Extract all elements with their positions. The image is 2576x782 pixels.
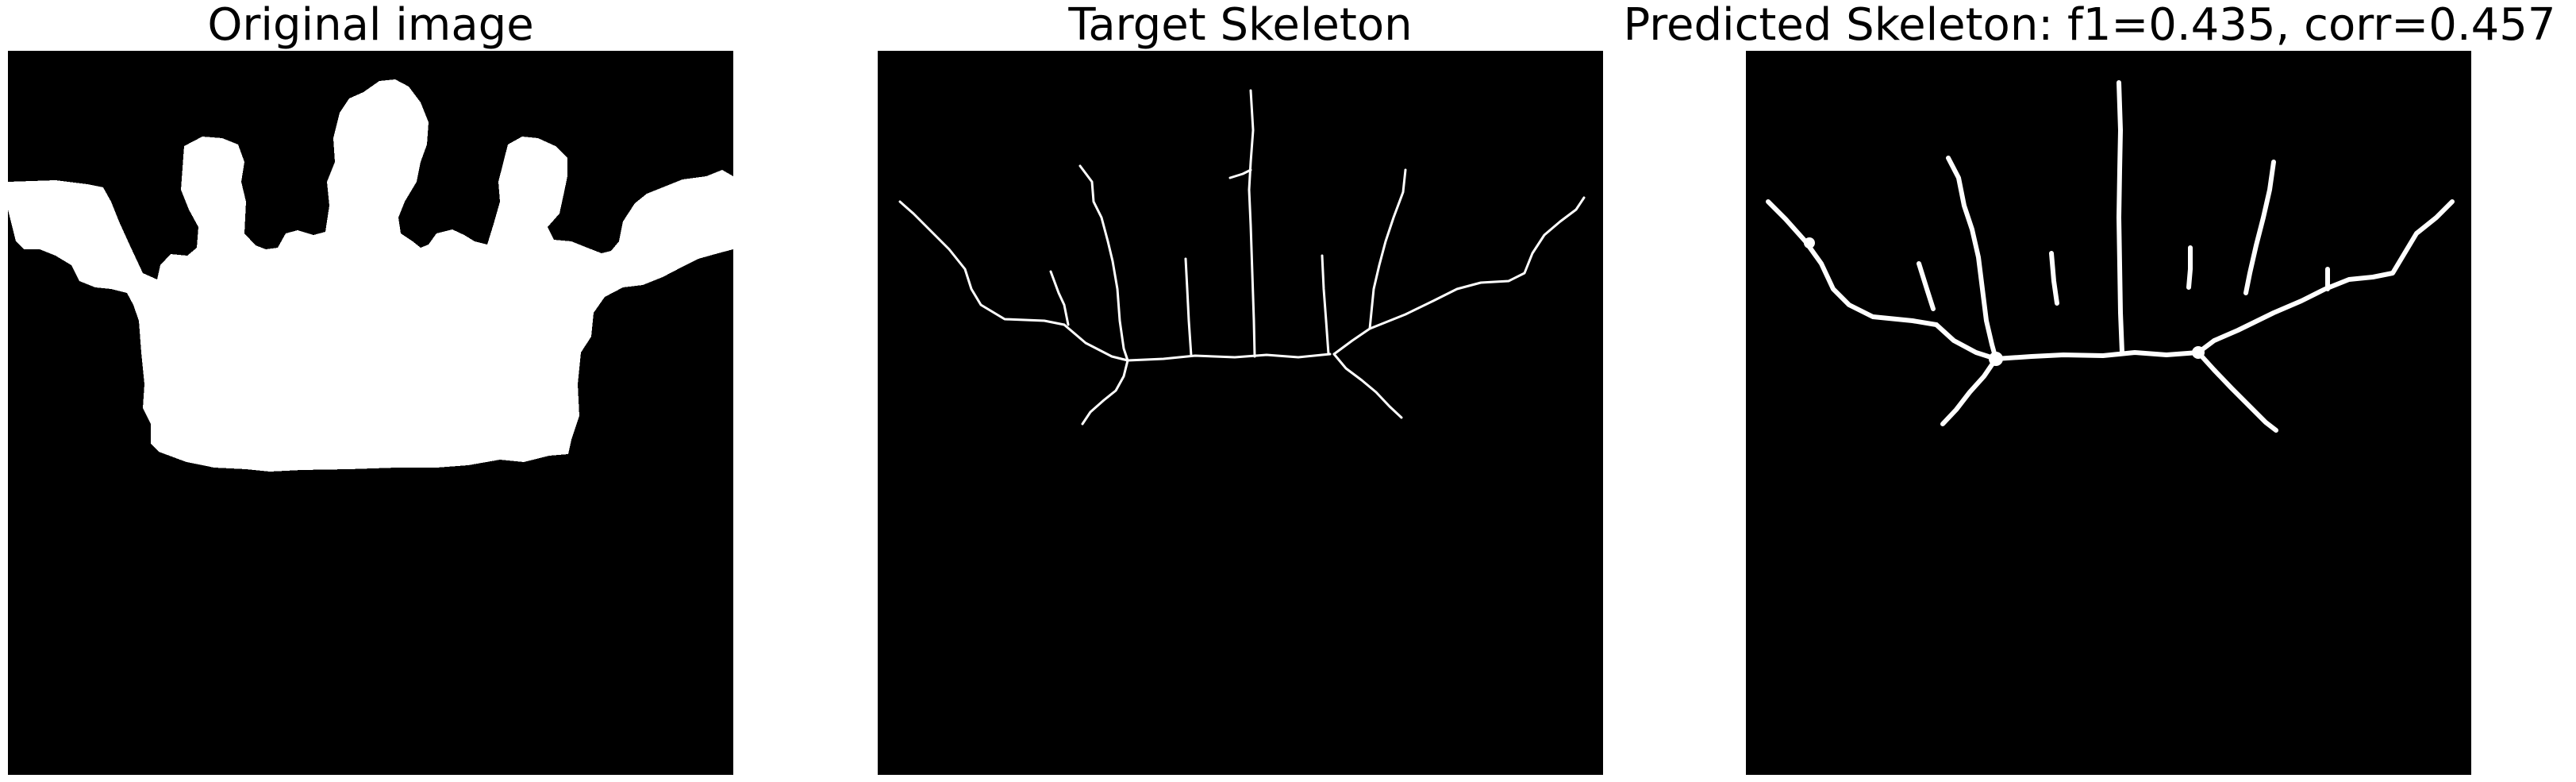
predicted-left-inner-branch (1946, 156, 1998, 361)
predicted-right-inner-branch (2243, 160, 2276, 295)
original-image-panel (8, 51, 733, 775)
target-skeleton-image (878, 51, 1603, 775)
skeleton-center-right-branch (1321, 254, 1330, 356)
predicted-right-lower-branch (2196, 350, 2278, 433)
crown-silhouette (8, 79, 733, 472)
skeleton-left-spur (1049, 270, 1070, 326)
skeleton-left-inner-branch (1078, 164, 1129, 362)
predicted-center-left-fragment (2049, 251, 2059, 306)
predicted-center-right-fragment (2186, 245, 2193, 290)
predicted-right-outer-branch (2196, 199, 2455, 355)
predicted-base-branch (1994, 350, 2201, 361)
skeleton-right-inner-branch (1332, 168, 1407, 356)
predicted-left-outer-branch (1766, 199, 1939, 327)
skeleton-left-lower-branch (1081, 359, 1129, 426)
skeleton-left-outer-branch (898, 200, 1066, 326)
original-image-title: Original image (207, 0, 534, 51)
predicted-skeleton-image (1746, 51, 2471, 775)
target-skeleton-title: Target Skeleton (1068, 0, 1413, 51)
predicted-skeleton-panel (1746, 51, 2471, 775)
predicted-junction-outer-left (1804, 237, 1815, 248)
skeleton-right-outer-branch (1368, 196, 1586, 330)
skeleton-left-joint-branch (1063, 323, 1129, 362)
predicted-left-spur (1917, 261, 1936, 311)
crown-shape-image (8, 51, 733, 775)
predicted-junction-right (2192, 346, 2205, 359)
skeleton-center-left-branch (1184, 257, 1193, 357)
skeleton-base-branch (1126, 352, 1332, 362)
skeleton-center-top-spur (1228, 168, 1252, 179)
predicted-left-joint-branch (1934, 322, 1998, 361)
predicted-center-tall-branch (2117, 80, 2124, 355)
predicted-skeleton-title: Predicted Skeleton: f1=0.435, corr=0.457 (1623, 0, 2556, 51)
predicted-junction-left (1989, 352, 2003, 366)
skeleton-center-tall-branch (1248, 89, 1256, 358)
target-skeleton-panel (878, 51, 1603, 775)
skeleton-right-lower-branch (1332, 352, 1403, 419)
predicted-left-lower-branch (1940, 356, 1998, 426)
